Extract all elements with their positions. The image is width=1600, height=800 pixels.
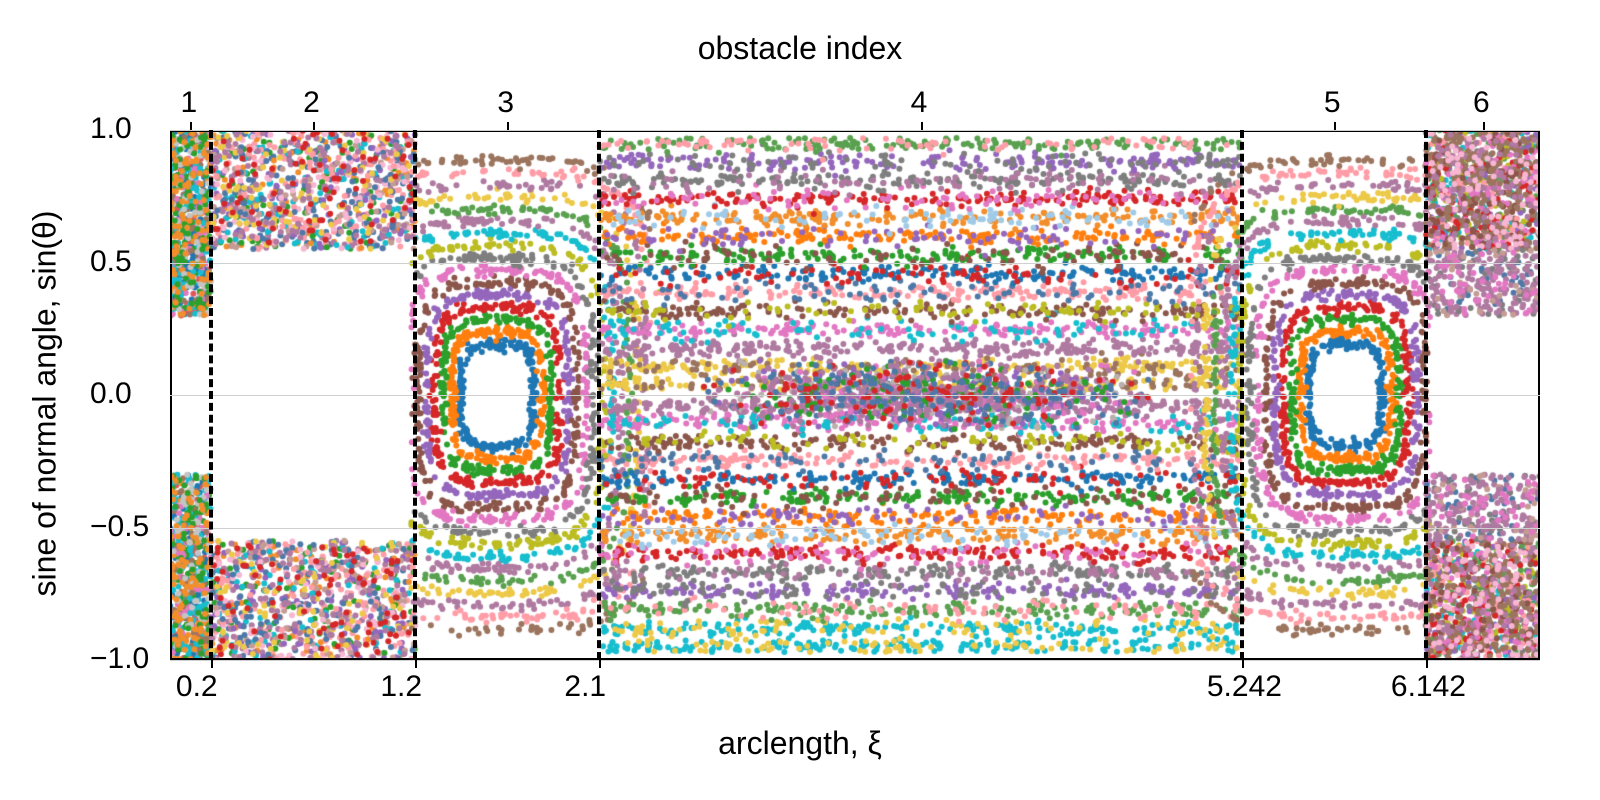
region-divider [597, 130, 601, 660]
x-tick-label: 5.242 [1207, 670, 1282, 704]
bottom-x-axis-label: arclength, ξ [0, 725, 1600, 762]
top-tick-mark [507, 122, 509, 130]
hgrid-line [170, 395, 1540, 396]
top-tick-mark [190, 122, 192, 130]
chart-container [170, 130, 1540, 660]
x-tick-mark [1426, 660, 1428, 668]
x-tick-mark [211, 660, 213, 668]
y-tick-label: −1.0 [90, 642, 149, 676]
y-tick-label: 0.0 [90, 377, 132, 411]
y-tick-label: 0.5 [90, 245, 132, 279]
x-tick-label: 0.2 [176, 670, 218, 704]
hgrid-line [170, 263, 1540, 264]
y-tick-label: −0.5 [90, 510, 149, 544]
x-tick-label: 2.1 [564, 670, 606, 704]
top-tick-mark [313, 122, 315, 130]
top-tick-mark [921, 122, 923, 130]
x-tick-label: 6.142 [1391, 670, 1466, 704]
top-tick-label: 2 [303, 86, 320, 120]
top-tick-mark [1334, 122, 1336, 130]
x-tick-mark [415, 660, 417, 668]
x-tick-mark [1242, 660, 1244, 668]
top-tick-mark [1483, 122, 1485, 130]
hgrid-line [170, 130, 1540, 131]
region-divider [1240, 130, 1244, 660]
overlay-layer [170, 130, 1540, 660]
top-tick-label: 1 [180, 86, 197, 120]
top-tick-label: 6 [1473, 86, 1490, 120]
top-tick-label: 4 [911, 86, 928, 120]
top-tick-label: 3 [497, 86, 514, 120]
y-tick-label: 1.0 [90, 112, 132, 146]
region-divider [413, 130, 417, 660]
hgrid-line [170, 660, 1540, 661]
x-tick-mark [599, 660, 601, 668]
y-axis-label: sine of normal angle, sin(θ) [27, 204, 64, 604]
region-divider [209, 130, 213, 660]
top-tick-label: 5 [1324, 86, 1341, 120]
hgrid-line [170, 528, 1540, 529]
x-tick-label: 1.2 [380, 670, 422, 704]
region-divider [1424, 130, 1428, 660]
top-x-axis-label: obstacle index [0, 30, 1600, 67]
